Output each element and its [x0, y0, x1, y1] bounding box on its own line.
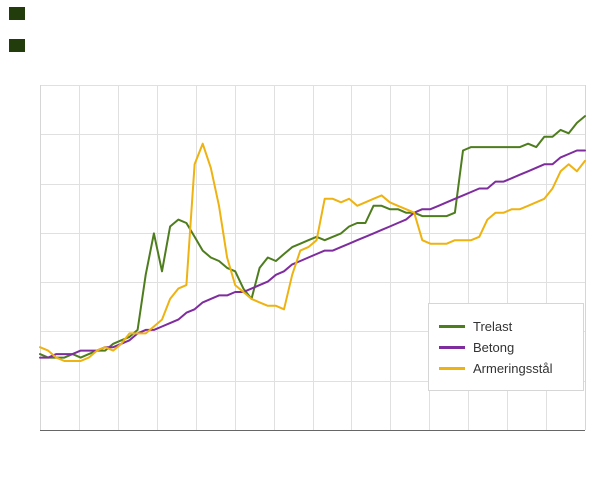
legend-label-trelast: Trelast [473, 318, 513, 334]
legend-item-trelast[interactable]: Trelast [439, 320, 583, 333]
legend-label-betong: Betong [473, 339, 515, 355]
series-line-armeringsstål [39, 142, 586, 362]
logo-block-top [9, 7, 25, 20]
legend-item-betong[interactable]: Betong [439, 341, 583, 354]
legend-label-armeringsstal: Armeringsstål [473, 360, 553, 376]
trelast-line-swatch [439, 324, 465, 328]
chart-series [39, 115, 586, 362]
armeringsstal-line-swatch [439, 366, 465, 370]
logo-block-bottom [9, 39, 25, 52]
legend-item-armeringsstal[interactable]: Armeringsstål [439, 362, 583, 375]
series-line-trelast [39, 115, 586, 359]
series-line-betong [39, 149, 586, 359]
betong-line-swatch [439, 345, 465, 349]
chart-legend: Trelast Betong Armeringsstål [428, 303, 584, 391]
